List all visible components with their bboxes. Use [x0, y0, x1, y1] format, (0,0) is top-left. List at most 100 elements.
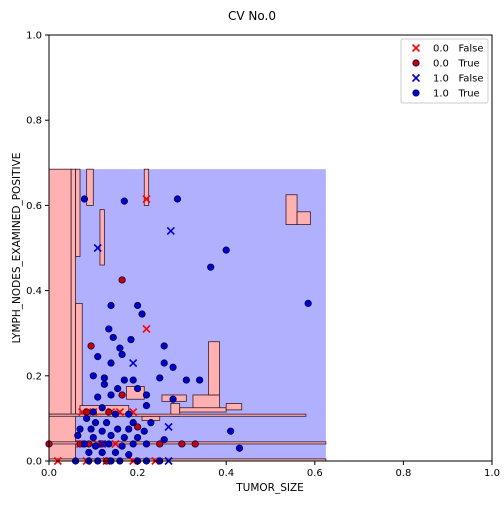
marker-x-stroke: [166, 226, 175, 236]
marker-dot: [107, 301, 115, 310]
marker-dot: [222, 246, 230, 254]
marker-x: [164, 422, 173, 431]
marker-dot: [134, 301, 142, 310]
marker-dot: [304, 299, 312, 307]
marker-dot: [120, 433, 128, 442]
marker-dot: [118, 391, 126, 399]
legend: 0.0 False 0.0 True 1.0 False 1.0 True: [400, 38, 489, 104]
marker-dot: [125, 410, 133, 418]
marker-dot: [89, 433, 97, 442]
marker-x-stroke: [111, 439, 120, 449]
y-axis-label: LYMPH_NODES_EXAMINED_POSITIVE: [11, 153, 23, 344]
marker-dot: [94, 353, 102, 361]
marker-dot: [116, 344, 124, 352]
marker-x: [142, 324, 151, 334]
region-class-1: [49, 169, 326, 461]
marker-x-stroke: [93, 243, 102, 253]
marker-dot: [111, 448, 120, 457]
marker-dot: [80, 440, 89, 448]
region-class-0: [86, 168, 94, 206]
marker-dot: [147, 419, 155, 427]
marker-dot: [156, 440, 164, 448]
marker-dot: [156, 374, 164, 382]
region-class-0: [70, 168, 76, 415]
marker-dot: [114, 384, 122, 393]
y-tick-label: 0.4: [26, 286, 42, 297]
marker-x: [142, 194, 151, 204]
marker-dot: [111, 410, 120, 418]
region-class-0: [75, 302, 83, 415]
x-axis-label: TUMOR_SIZE: [235, 482, 304, 494]
marker-dot: [125, 425, 133, 433]
y-tick-label: 0.8: [26, 116, 42, 127]
marker-x-stroke: [142, 324, 151, 334]
y-tick-label: 1.0: [26, 31, 42, 42]
marker-dot: [196, 376, 204, 384]
marker-dot: [173, 195, 182, 203]
region-class-0: [225, 403, 243, 411]
marker-dot: [160, 342, 168, 350]
marker-dot: [118, 442, 126, 450]
marker-dot: [120, 197, 128, 205]
legend-marker-stroke: [411, 43, 421, 53]
marker-dot: [134, 384, 142, 393]
legend-entry-label: 1.0 False: [433, 74, 484, 85]
legend-marker-dot: [412, 59, 420, 67]
marker-dot: [142, 402, 151, 410]
marker-dot: [100, 380, 108, 388]
chart-title: CV No.0: [228, 9, 276, 23]
y-tick-label: 0.2: [26, 371, 42, 382]
marker-dot: [89, 372, 97, 380]
legend-box: [400, 38, 489, 104]
marker-x: [93, 243, 102, 253]
marker-dot: [118, 276, 126, 284]
legend-marker-x: [411, 73, 421, 83]
marker-dot: [169, 395, 177, 403]
marker-dot: [138, 310, 146, 318]
marker-dot: [160, 436, 168, 444]
marker-dot: [98, 448, 106, 457]
marker-dot: [98, 427, 106, 435]
marker-dot: [87, 342, 95, 350]
marker-dot: [140, 427, 148, 435]
marker-dot: [91, 419, 100, 427]
marker-dot: [227, 427, 235, 435]
marker-dot: [83, 408, 91, 416]
marker-x-stroke: [98, 439, 107, 449]
marker-dot: [129, 440, 137, 448]
marker-dot: [107, 359, 115, 367]
legend-entry-label: 1.0 True: [433, 89, 480, 100]
marker-x-stroke: [164, 422, 173, 431]
marker-dot: [178, 440, 186, 448]
marker-dot: [207, 263, 215, 271]
data-points: [45, 194, 312, 466]
marker-dot: [169, 363, 177, 371]
marker-x: [166, 226, 175, 236]
marker-dot: [107, 431, 115, 440]
marker-dot: [94, 393, 102, 401]
region-class-0: [143, 168, 150, 206]
marker-dot: [125, 451, 133, 459]
marker-dot: [109, 333, 117, 342]
marker-x: [98, 439, 107, 449]
legend-marker-x: [411, 43, 421, 53]
marker-dot: [120, 376, 128, 384]
marker-dot: [83, 414, 91, 422]
marker-dot: [89, 408, 97, 416]
marker-dot: [105, 408, 113, 416]
x-tick-label: 0.6: [307, 468, 323, 479]
axes-frame: [48, 34, 493, 462]
marker-dot: [191, 440, 199, 448]
legend-entry-label: 0.0 False: [433, 44, 484, 55]
marker-dot: [160, 359, 168, 367]
marker-dot: [74, 431, 82, 440]
marker-dot: [114, 425, 122, 433]
region-class-0: [179, 407, 227, 413]
x-tick-label: 0.2: [130, 468, 146, 479]
region-class-0: [208, 341, 220, 396]
marker-dot: [105, 440, 113, 448]
y-tick-label: 0.6: [26, 201, 42, 212]
region-class-0: [296, 211, 311, 225]
